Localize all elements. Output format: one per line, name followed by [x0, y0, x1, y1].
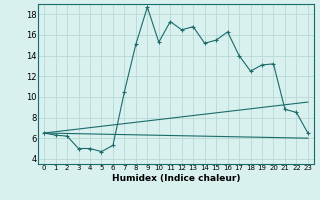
- X-axis label: Humidex (Indice chaleur): Humidex (Indice chaleur): [112, 174, 240, 183]
